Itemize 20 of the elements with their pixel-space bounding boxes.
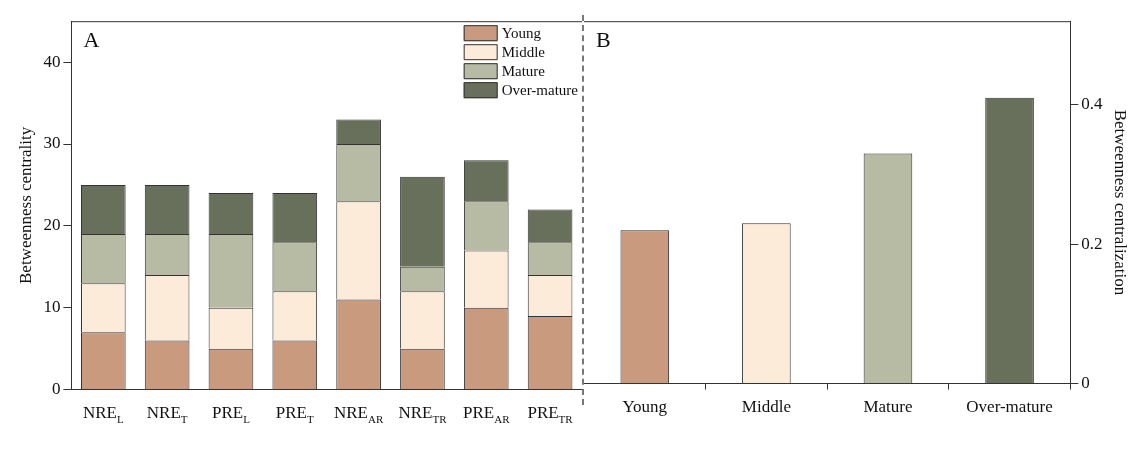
x-tick-label: Young: [622, 396, 668, 416]
y2-tick-label: 0.2: [1081, 233, 1103, 253]
y-tick-label: 10: [43, 297, 61, 317]
y-tick-label: 20: [43, 215, 61, 235]
x-tick-label: Middle: [741, 396, 791, 416]
legend-label: Over-mature: [501, 82, 579, 99]
x-tick-label: Mature: [863, 396, 913, 416]
annotation: B: [596, 27, 611, 53]
y2-axis-title: Betweenness centralization: [1111, 109, 1131, 296]
y-axis-title: Betweenness centrality: [15, 126, 35, 284]
y-tick-label: 0: [51, 379, 61, 399]
legend-label: Mature: [501, 63, 546, 80]
legend-label: Young: [501, 25, 542, 42]
y-tick-label: 30: [43, 133, 61, 153]
y2-tick-label: 0: [1081, 373, 1090, 393]
y-tick-label: 40: [43, 51, 61, 71]
y2-tick-label: 0.4: [1081, 94, 1104, 114]
x-tick-label: Over-mature: [966, 396, 1053, 416]
legend-label: Middle: [501, 44, 546, 61]
annotation: A: [83, 27, 100, 53]
